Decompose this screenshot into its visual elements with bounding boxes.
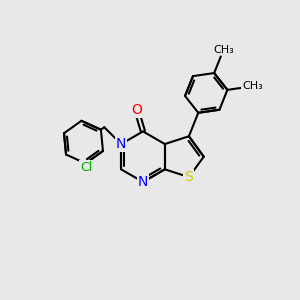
Text: Cl: Cl — [80, 161, 92, 174]
Text: S: S — [184, 170, 193, 184]
Text: O: O — [131, 103, 142, 117]
Text: CH₃: CH₃ — [242, 81, 263, 91]
Text: N: N — [138, 175, 148, 189]
Text: N: N — [116, 137, 126, 151]
Text: CH₃: CH₃ — [213, 45, 234, 55]
